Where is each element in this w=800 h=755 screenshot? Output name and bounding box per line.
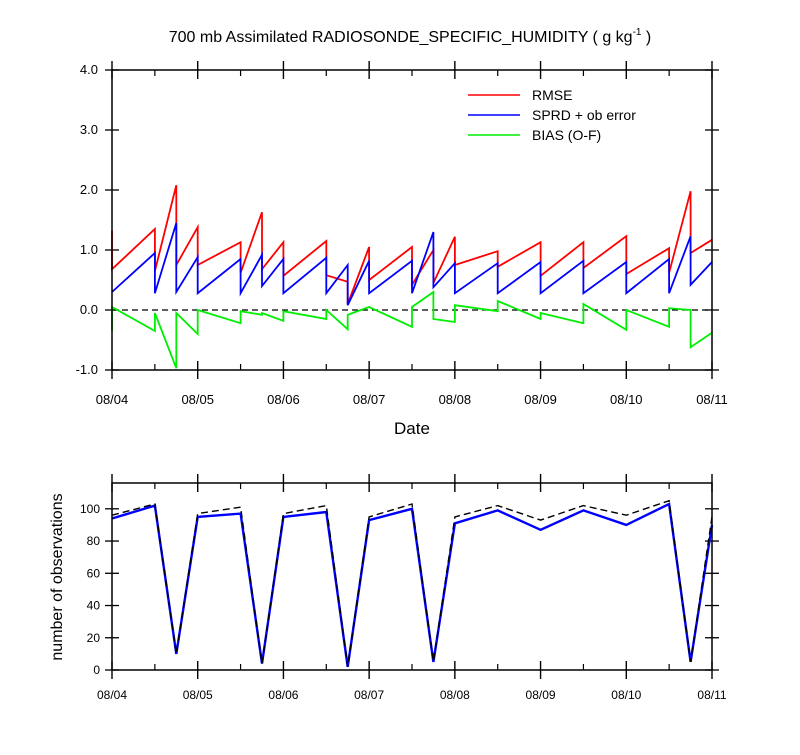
bottom-y-tick-label-0: 0 [93, 663, 100, 677]
y-axis-label-bottom: number of observations [49, 493, 66, 660]
top-plot-frame [111, 69, 713, 371]
top-x-tick-label-08-10: 08/10 [610, 392, 643, 407]
bottom-y-tick-label-1: 20 [87, 631, 101, 645]
chart-title-superscript: -1 [633, 27, 642, 38]
bottom-x-tick-label-08-10: 08/10 [611, 688, 641, 702]
top-legend-label-bias-o-f: BIAS (O-F) [532, 127, 601, 143]
chart-title: 700 mb Assimilated RADIOSONDE_SPECIFIC_H… [169, 27, 652, 46]
bottom-x-tick-label-08-09: 08/09 [526, 688, 556, 702]
top-y-tick-label-4: 3.0 [80, 122, 98, 137]
top-x-tick-label-08-09: 08/09 [524, 392, 557, 407]
bottom-x-tick-label-08-08: 08/08 [440, 688, 470, 702]
top-x-tick-label-08-07: 08/07 [353, 392, 386, 407]
top-x-tick-label-08-04: 08/04 [96, 392, 129, 407]
top-y-tick-label-0: -1.0 [76, 362, 98, 377]
bottom-series-used [111, 502, 714, 667]
bottom-x-tick-label-08-05: 08/05 [183, 688, 213, 702]
chart-title-end: ) [641, 29, 651, 46]
bottom-y-tick-label-2: 40 [87, 599, 101, 613]
bottom-y-tick-label-5: 100 [80, 502, 100, 516]
bottom-x-tick-label-08-11: 08/11 [697, 688, 726, 702]
top-y-tick-label-1: 0.0 [80, 302, 98, 317]
bottom-y-tick-label-4: 80 [87, 534, 101, 548]
top-y-tick-label-5: 4.0 [80, 62, 98, 77]
chart-title-main: 700 mb Assimilated RADIOSONDE_SPECIFIC_H… [169, 29, 633, 46]
top-y-tick-label-2: 1.0 [80, 242, 98, 257]
top-x-tick-label-08-08: 08/08 [439, 392, 472, 407]
bottom-plot-frame [111, 482, 713, 671]
bottom-series-possible [111, 499, 713, 667]
top-x-tick-label-08-05: 08/05 [181, 392, 214, 407]
bottom-x-tick-label-08-07: 08/07 [354, 688, 384, 702]
bottom-x-tick-label-08-06: 08/06 [268, 688, 298, 702]
top-x-tick-label-08-06: 08/06 [267, 392, 300, 407]
x-axis-label: Date [394, 419, 430, 438]
top-y-tick-label-3: 2.0 [80, 182, 98, 197]
top-legend-label-rmse: RMSE [532, 87, 572, 103]
top-series-sprd-ob-error [111, 222, 713, 306]
top-series-bias-o-f [111, 290, 713, 369]
top-legend-label-sprd-ob-error: SPRD + ob error [532, 107, 636, 123]
bottom-panel: 08/04 08/05 08/06 08/07 08/08 08/09 08/10 08/11… [80, 474, 727, 702]
bottom-x-tick-label-08-04: 08/04 [97, 688, 127, 702]
top-x-tick-label-08-11: 08/11 [696, 392, 728, 407]
bottom-y-tick-label-3: 60 [87, 566, 101, 580]
top-panel: 08/04 08/05 08/06 08/07 08/08 08/09 08/10 08/11… [76, 61, 728, 407]
